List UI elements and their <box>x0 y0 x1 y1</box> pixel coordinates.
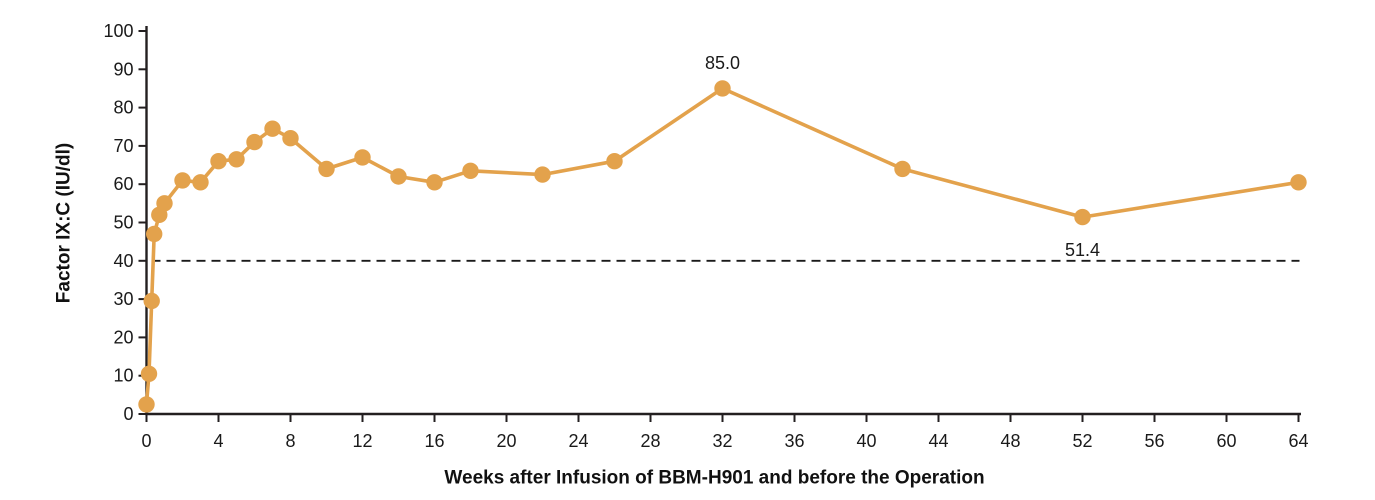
data-point <box>894 160 911 178</box>
point-label-trough: 51.4 <box>1064 240 1101 261</box>
x-tick-label: 12 <box>352 431 372 451</box>
y-tick-label: 10 <box>113 366 133 386</box>
data-point <box>462 162 479 179</box>
x-tick-label: 44 <box>928 431 948 451</box>
x-tick-label: 28 <box>640 431 660 451</box>
data-point <box>210 153 227 170</box>
x-tick-label: 60 <box>1216 431 1236 451</box>
x-tick-label: 0 <box>141 431 151 451</box>
y-tick-label: 20 <box>113 327 133 347</box>
y-tick-label: 0 <box>123 404 133 424</box>
x-tick-label: 8 <box>285 431 295 451</box>
x-tick-label: 52 <box>1072 431 1092 451</box>
data-point <box>156 195 173 212</box>
y-tick-label: 50 <box>113 213 133 233</box>
data-point <box>606 153 623 170</box>
data-point <box>140 365 158 382</box>
data-point <box>192 174 209 191</box>
data-point <box>1074 208 1091 226</box>
y-tick-label: 90 <box>113 59 133 79</box>
data-point <box>282 130 299 147</box>
data-point <box>228 151 245 168</box>
x-tick-label: 16 <box>424 431 444 451</box>
x-tick-label: 4 <box>213 431 223 451</box>
x-tick-label: 32 <box>712 431 732 451</box>
data-point <box>390 168 407 185</box>
x-tick-label: 20 <box>496 431 516 451</box>
axes <box>145 26 1301 416</box>
y-tick-label: 40 <box>113 251 133 271</box>
y-tick-label: 80 <box>113 98 133 118</box>
x-tick-label: 36 <box>784 431 804 451</box>
point-label-peak: 85.0 <box>704 53 741 74</box>
x-tick-label: 56 <box>1144 431 1164 451</box>
data-point <box>1290 174 1307 191</box>
y-tick-label: 60 <box>113 174 133 194</box>
data-point <box>714 80 731 97</box>
x-tick-label: 40 <box>856 431 876 451</box>
data-point <box>264 120 281 137</box>
data-point <box>246 133 263 151</box>
data-point <box>174 172 191 189</box>
y-axis-title: Factor IX:C (IU/dl) <box>53 142 75 303</box>
data-point <box>146 225 163 243</box>
y-tick-label: 30 <box>113 289 133 309</box>
data-point <box>138 396 155 413</box>
x-tick-label: 64 <box>1288 431 1308 451</box>
data-point <box>534 166 551 183</box>
data-point <box>426 174 443 191</box>
data-point <box>318 160 335 178</box>
x-axis-title: Weeks after Infusion of BBM-H901 and bef… <box>444 467 985 489</box>
data-point <box>354 149 371 166</box>
x-tick-label: 48 <box>1000 431 1020 451</box>
data-line <box>144 86 1301 407</box>
y-tick-label: 100 <box>103 21 133 41</box>
y-tick-label: 70 <box>113 136 133 156</box>
x-tick-label: 24 <box>568 431 588 451</box>
data-point <box>143 292 160 310</box>
